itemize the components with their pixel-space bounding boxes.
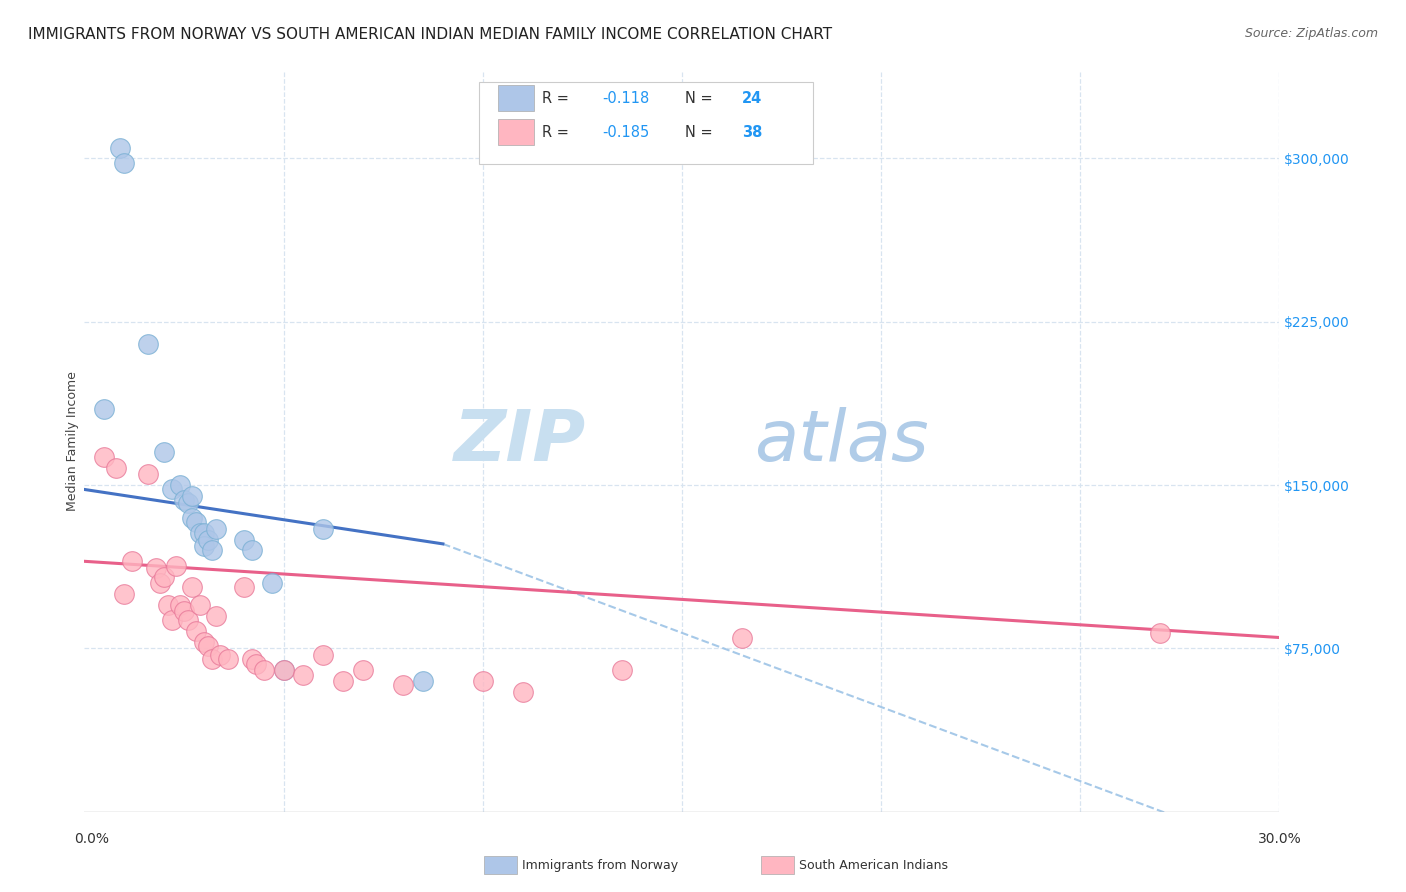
FancyBboxPatch shape	[498, 120, 534, 145]
Point	[181, 489, 204, 503]
Point	[136, 336, 159, 351]
Point	[232, 533, 254, 547]
Point	[332, 674, 354, 689]
Text: Immigrants from Norway: Immigrants from Norway	[522, 859, 678, 871]
Text: 24: 24	[742, 90, 762, 105]
Y-axis label: Median Family Income: Median Family Income	[66, 372, 79, 511]
Point	[232, 581, 254, 595]
Point	[177, 613, 200, 627]
Point	[312, 648, 335, 662]
Point	[392, 678, 415, 692]
Point	[184, 515, 207, 529]
FancyBboxPatch shape	[498, 86, 534, 111]
Point	[160, 483, 183, 497]
Point	[312, 522, 335, 536]
Point	[240, 543, 263, 558]
Point	[240, 652, 263, 666]
Text: 38: 38	[742, 125, 762, 139]
Point	[245, 657, 267, 671]
Point	[217, 652, 239, 666]
Point	[93, 401, 115, 416]
Point	[177, 495, 200, 509]
Point	[188, 598, 211, 612]
Point	[197, 533, 219, 547]
Text: N =: N =	[686, 90, 717, 105]
Point	[612, 663, 634, 677]
Text: R =: R =	[543, 90, 574, 105]
Text: ZIP: ZIP	[454, 407, 586, 476]
Point	[193, 539, 215, 553]
FancyBboxPatch shape	[479, 82, 814, 164]
Point	[181, 581, 204, 595]
Point	[188, 526, 211, 541]
Point	[112, 156, 135, 170]
Point	[160, 613, 183, 627]
Text: 0.0%: 0.0%	[75, 832, 108, 846]
Point	[121, 554, 143, 568]
Point	[153, 445, 176, 459]
Point	[153, 569, 176, 583]
Point	[112, 587, 135, 601]
Point	[260, 576, 283, 591]
Text: 30.0%: 30.0%	[1257, 832, 1302, 846]
Point	[352, 663, 374, 677]
Point	[273, 663, 295, 677]
Point	[173, 604, 195, 618]
Text: R =: R =	[543, 125, 574, 139]
Point	[253, 663, 276, 677]
Point	[197, 639, 219, 653]
Point	[193, 526, 215, 541]
Point	[205, 522, 228, 536]
Text: South American Indians: South American Indians	[799, 859, 948, 871]
Point	[731, 631, 754, 645]
Point	[136, 467, 159, 482]
Point	[105, 460, 128, 475]
Point	[471, 674, 494, 689]
Point	[149, 576, 172, 591]
Point	[165, 558, 187, 573]
Point	[193, 635, 215, 649]
Point	[145, 561, 167, 575]
Point	[273, 663, 295, 677]
Point	[512, 685, 534, 699]
Point	[110, 140, 132, 154]
Point	[412, 674, 434, 689]
Text: N =: N =	[686, 125, 717, 139]
Text: IMMIGRANTS FROM NORWAY VS SOUTH AMERICAN INDIAN MEDIAN FAMILY INCOME CORRELATION: IMMIGRANTS FROM NORWAY VS SOUTH AMERICAN…	[28, 27, 832, 42]
Point	[208, 648, 231, 662]
Point	[1149, 626, 1171, 640]
Text: atlas: atlas	[754, 407, 928, 476]
Point	[201, 652, 224, 666]
Point	[205, 608, 228, 623]
Point	[93, 450, 115, 464]
Point	[169, 478, 191, 492]
Text: -0.185: -0.185	[602, 125, 650, 139]
Point	[181, 510, 204, 524]
Text: Source: ZipAtlas.com: Source: ZipAtlas.com	[1244, 27, 1378, 40]
Point	[184, 624, 207, 638]
Point	[201, 543, 224, 558]
Point	[169, 598, 191, 612]
Point	[292, 667, 315, 681]
Text: -0.118: -0.118	[602, 90, 650, 105]
Point	[157, 598, 180, 612]
Point	[173, 493, 195, 508]
